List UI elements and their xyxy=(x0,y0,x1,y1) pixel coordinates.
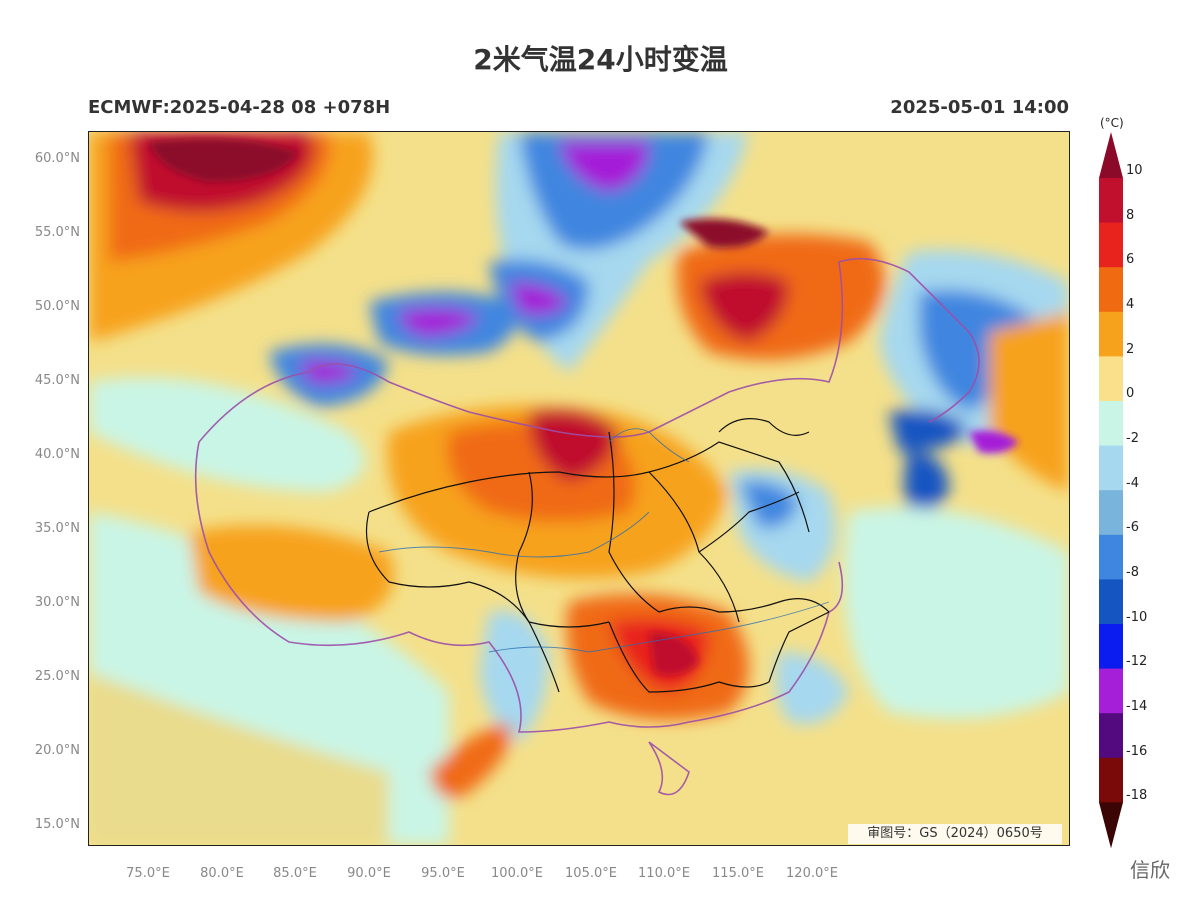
colorbar-label: -4 xyxy=(1126,476,1139,491)
lat-tick-label: 55.0°N xyxy=(34,225,80,240)
watermark: 信欣 xyxy=(1130,858,1170,882)
colorbar-segment xyxy=(1099,401,1123,447)
colorbar xyxy=(1099,132,1123,849)
lat-tick-label: 45.0°N xyxy=(34,373,80,388)
colorbar-segment xyxy=(1099,267,1123,313)
lon-tick-label: 115.0°E xyxy=(712,866,764,881)
lon-tick-label: 90.0°E xyxy=(347,866,391,881)
colorbar-label: -8 xyxy=(1126,565,1139,580)
colorbar-segment xyxy=(1099,757,1123,803)
colorbar-segment xyxy=(1099,356,1123,402)
colorbar-label: 8 xyxy=(1126,208,1135,223)
lon-tick-label: 100.0°E xyxy=(491,866,543,881)
colorbar-label: -12 xyxy=(1126,654,1148,669)
valid-time-label: 2025-05-01 14:00 xyxy=(890,97,1069,118)
colorbar-segment xyxy=(1099,713,1123,759)
colorbar-label: -6 xyxy=(1126,520,1139,535)
colorbar-label: 6 xyxy=(1126,252,1135,267)
map-approval-number: 审图号：GS（2024）0650号 xyxy=(848,824,1062,844)
lat-tick-label: 40.0°N xyxy=(34,447,80,462)
colorbar-segment xyxy=(1099,490,1123,536)
colorbar-segment xyxy=(1099,222,1123,268)
lat-tick-label: 60.0°N xyxy=(34,151,80,166)
map-title: 2米气温24小时变温 xyxy=(473,43,728,76)
colorbar-segment xyxy=(1099,579,1123,625)
colorbar-label: 2 xyxy=(1126,342,1135,357)
colorbar-label: -14 xyxy=(1126,699,1148,714)
colorbar-unit: (°C) xyxy=(1100,116,1124,130)
lon-tick-label: 80.0°E xyxy=(200,866,244,881)
model-run-label: ECMWF:2025-04-28 08 +078H xyxy=(88,97,391,118)
lat-tick-label: 15.0°N xyxy=(34,817,80,832)
colorbar-label: -10 xyxy=(1126,610,1148,625)
lon-tick-label: 120.0°E xyxy=(786,866,838,881)
lon-tick-label: 75.0°E xyxy=(126,866,170,881)
colorbar-label: 4 xyxy=(1126,297,1135,312)
colorbar-segment xyxy=(1099,178,1123,224)
lat-tick-label: 20.0°N xyxy=(34,743,80,758)
lon-tick-label: 85.0°E xyxy=(273,866,317,881)
colorbar-segment xyxy=(1099,534,1123,580)
colorbar-label: 10 xyxy=(1126,163,1143,178)
colorbar-label: -18 xyxy=(1126,788,1148,803)
colorbar-label: -2 xyxy=(1126,431,1139,446)
map-canvas xyxy=(89,132,1069,845)
lat-tick-label: 25.0°N xyxy=(34,669,80,684)
colorbar-segment xyxy=(1099,445,1123,491)
colorbar-label: 0 xyxy=(1126,386,1135,401)
lon-tick-label: 110.0°E xyxy=(638,866,690,881)
lat-tick-label: 35.0°N xyxy=(34,521,80,536)
temperature-change-map xyxy=(88,131,1070,846)
colorbar-segment xyxy=(1099,624,1123,670)
lat-tick-label: 30.0°N xyxy=(34,595,80,610)
colorbar-label: -16 xyxy=(1126,744,1148,759)
colorbar-segment xyxy=(1099,311,1123,357)
colorbar-extend-bottom xyxy=(1099,802,1123,849)
lat-tick-label: 50.0°N xyxy=(34,299,80,314)
lon-tick-label: 105.0°E xyxy=(565,866,617,881)
colorbar-segment xyxy=(1099,668,1123,714)
colorbar-extend-top xyxy=(1099,132,1123,178)
lon-tick-label: 95.0°E xyxy=(421,866,465,881)
